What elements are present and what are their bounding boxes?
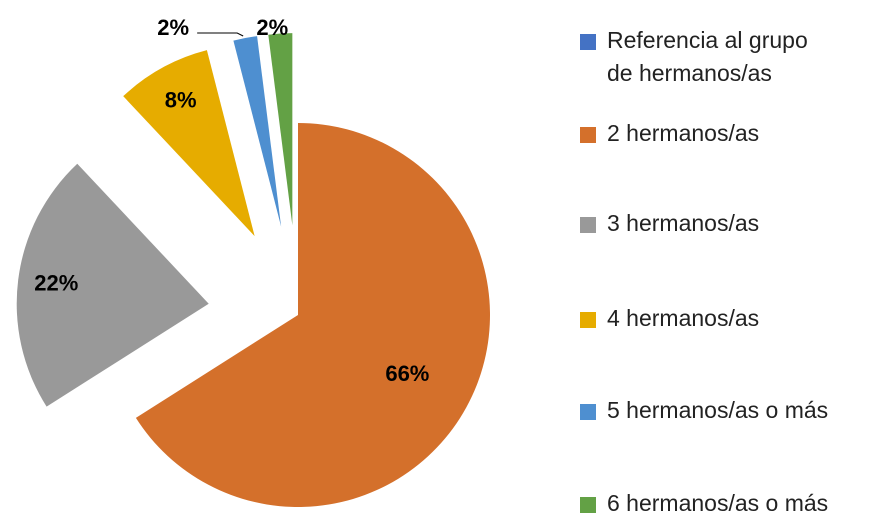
pie-slice xyxy=(233,36,282,227)
data-label: 2% xyxy=(256,15,288,40)
legend-label: 6 hermanos/as o más xyxy=(607,490,828,516)
legend-label: 2 hermanos/as xyxy=(607,120,759,146)
legend-swatch xyxy=(580,127,596,143)
data-label: 66% xyxy=(385,361,429,386)
pie-slice xyxy=(135,123,491,507)
pie-slice xyxy=(123,50,255,237)
legend-label: 3 hermanos/as xyxy=(607,210,759,236)
legend-swatch xyxy=(580,404,596,420)
data-label: 2% xyxy=(157,15,189,40)
data-label: 8% xyxy=(165,87,197,112)
legend-swatch xyxy=(580,217,596,233)
leader-line xyxy=(197,32,244,37)
pie-slice xyxy=(268,33,293,226)
legend-label: 4 hermanos/as xyxy=(607,305,759,331)
legend-label: 5 hermanos/as o más xyxy=(607,397,828,423)
pie-slice xyxy=(16,163,209,407)
legend-line: Referencia al grupo xyxy=(607,27,808,53)
legend-line: de hermanos/as xyxy=(607,60,772,86)
legend-swatch xyxy=(580,34,596,50)
data-label: 22% xyxy=(34,270,78,295)
legend-swatch xyxy=(580,497,596,513)
legend-label: Referencia al grupo de hermanos/as xyxy=(607,27,808,86)
legend-swatch xyxy=(580,312,596,328)
